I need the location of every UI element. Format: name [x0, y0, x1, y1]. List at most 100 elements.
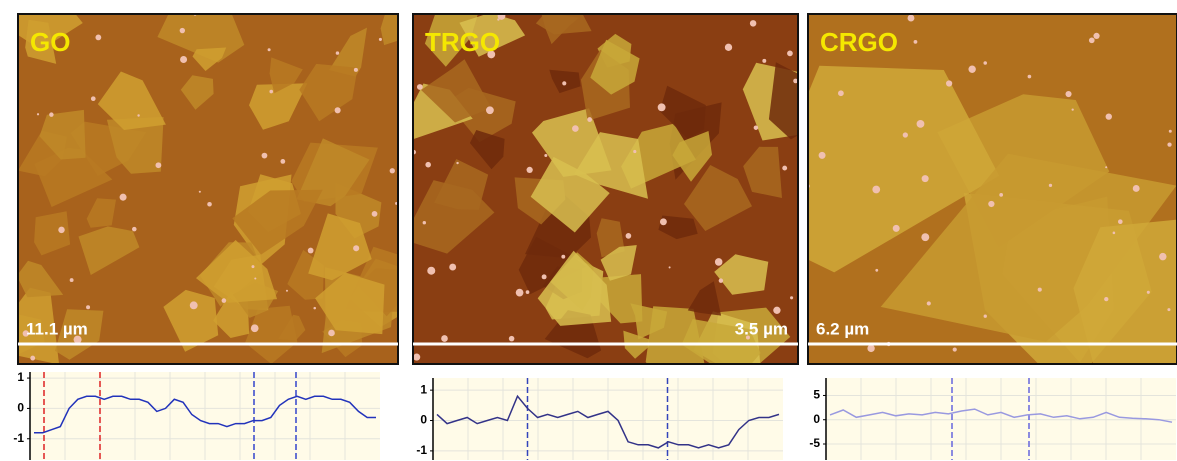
particle — [914, 40, 918, 44]
panel-label: GO — [30, 27, 70, 57]
particle — [413, 354, 420, 361]
particle — [497, 18, 499, 20]
height-profile: 5 0 -5 — [809, 378, 1176, 460]
particle — [660, 218, 667, 225]
particle — [120, 194, 127, 201]
panel-label: TRGO — [425, 27, 500, 57]
particle — [1106, 113, 1112, 119]
particle — [968, 66, 975, 73]
particle — [336, 51, 339, 54]
particle — [509, 336, 515, 342]
particle — [715, 258, 723, 266]
particle — [790, 296, 793, 299]
particle — [251, 324, 259, 332]
particle — [561, 255, 565, 259]
particle — [254, 277, 256, 279]
particle — [984, 315, 987, 318]
particle — [313, 307, 316, 310]
particle — [787, 51, 793, 57]
particle — [773, 307, 780, 314]
particle — [1089, 38, 1095, 44]
particle — [354, 68, 358, 72]
particle — [379, 38, 382, 41]
particle — [417, 84, 423, 90]
particle — [372, 211, 378, 217]
particle — [922, 175, 929, 182]
y-tick-label: 0 — [813, 412, 820, 426]
particle — [782, 166, 787, 171]
particle — [190, 301, 198, 309]
particle — [633, 150, 636, 153]
particle — [1038, 288, 1042, 292]
particle — [1049, 184, 1052, 187]
afm-image: CRGO6.2 µm — [751, 14, 1177, 410]
particle — [70, 278, 74, 282]
particle — [425, 162, 431, 168]
figure: GO11.1 µm10-1TRGO3.5 µm10-1CRGO6.2 µm50-… — [0, 0, 1177, 461]
particle — [95, 34, 101, 40]
particle — [1105, 166, 1107, 168]
scale-bar-label: 11.1 µm — [26, 319, 88, 338]
particle — [1113, 232, 1116, 235]
particle — [132, 227, 137, 232]
particle — [875, 269, 878, 272]
particle — [1159, 253, 1166, 260]
particle — [669, 266, 671, 268]
particle — [908, 15, 915, 22]
particle — [353, 245, 359, 251]
particle — [725, 44, 732, 51]
particle — [999, 193, 1003, 197]
particle — [155, 162, 161, 168]
particle — [1093, 33, 1099, 39]
particle — [587, 117, 592, 122]
particle — [1104, 297, 1108, 301]
particle — [269, 90, 273, 94]
particle — [516, 289, 524, 297]
particle — [1133, 185, 1140, 192]
particle — [867, 345, 874, 352]
particle — [222, 298, 227, 303]
particle — [526, 290, 530, 294]
particle — [180, 56, 187, 63]
y-tick-label: 5 — [813, 388, 820, 402]
particle — [58, 227, 64, 233]
y-tick-label: 1 — [17, 370, 24, 384]
particle — [268, 48, 271, 51]
particle — [1169, 130, 1172, 133]
particle — [819, 152, 826, 159]
particle — [953, 347, 957, 351]
particle — [893, 225, 900, 232]
particle — [626, 233, 632, 239]
particle — [921, 233, 929, 241]
particle — [762, 59, 766, 63]
particle — [328, 330, 335, 337]
particle — [486, 106, 494, 114]
particle — [754, 125, 758, 129]
particle — [572, 125, 579, 132]
scale-bar-label: 3.5 µm — [735, 319, 788, 338]
y-tick-label: -5 — [809, 436, 820, 450]
particle — [872, 186, 880, 194]
y-tick-label: 1 — [420, 382, 427, 396]
particle — [449, 264, 456, 271]
particle — [917, 120, 925, 128]
particle — [441, 335, 448, 342]
y-tick-label: 0 — [420, 413, 427, 427]
particle — [988, 201, 994, 207]
height-profile: 1 0 -1 — [13, 370, 380, 460]
scale-bar-label: 6.2 µm — [816, 319, 869, 338]
y-tick-label: -1 — [13, 431, 24, 445]
particle — [30, 356, 35, 361]
particle — [542, 274, 547, 279]
y-tick-label: 0 — [17, 401, 24, 415]
particle — [927, 301, 931, 305]
afm-image: TRGO 3.5 µm — [402, 0, 843, 383]
particle — [180, 28, 185, 33]
particle — [1072, 108, 1074, 110]
particle — [903, 132, 908, 137]
particle — [750, 20, 756, 26]
particle — [308, 248, 314, 254]
particle — [86, 305, 90, 309]
particle — [527, 167, 533, 173]
afm-image: GO 11.1 µm — [0, 0, 418, 365]
